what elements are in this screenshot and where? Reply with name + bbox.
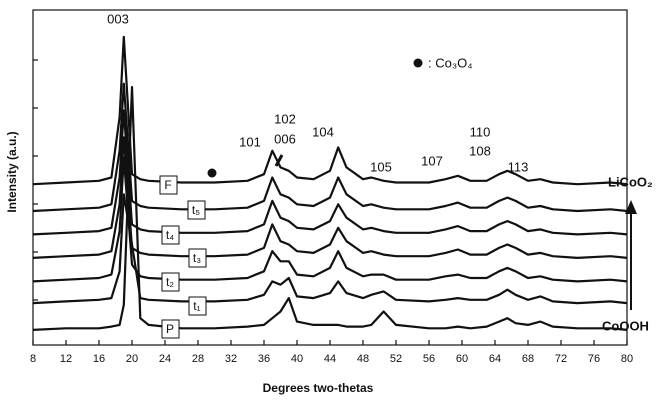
x-tick-label: 8: [30, 353, 36, 365]
series-line: [32, 109, 628, 236]
bottom-label: CoOOH: [602, 318, 649, 333]
x-tick-label: 28: [192, 353, 204, 365]
series-line: [32, 86, 628, 331]
x-tick-label: 76: [588, 353, 600, 365]
series-label: F: [164, 178, 171, 192]
series-line: [32, 193, 628, 305]
peak-label: 113: [508, 159, 529, 174]
series-line: [32, 136, 628, 259]
x-tick-label: 48: [357, 353, 369, 365]
x-axis-title: Degrees two-thetas: [263, 381, 374, 395]
peak-label: 110: [470, 124, 491, 139]
x-tick-label: 12: [60, 353, 72, 365]
peak-label: 104: [312, 124, 334, 139]
series-label-box: [187, 200, 206, 220]
series-label-box: [161, 272, 180, 292]
series-label: t₅: [192, 203, 200, 217]
y-axis-title: Intensity (a.u.): [5, 131, 19, 212]
series-label: t₄: [166, 228, 174, 242]
x-tick-label: 56: [423, 353, 435, 365]
x-tick-label: 52: [390, 353, 402, 365]
impurity-dot: [207, 168, 217, 178]
series-label-box: [188, 248, 207, 268]
legend-label: : Co₃O₄: [428, 55, 473, 70]
series-label-box: [161, 319, 180, 339]
series-label-box: [188, 296, 207, 316]
x-tick-label: 68: [522, 353, 534, 365]
x-tick-label: 40: [291, 353, 303, 365]
series-label: t₃: [193, 251, 201, 265]
y-ticks: [33, 59, 38, 301]
peak-label: 108: [469, 143, 491, 158]
x-tick-label: 60: [456, 353, 468, 365]
x-tick-label: 32: [225, 353, 237, 365]
peak-label: 101: [239, 134, 261, 149]
top-label: LiCoO₂: [608, 174, 653, 189]
series-label-box: [159, 175, 178, 195]
arrow-head: [625, 200, 637, 214]
series-label: t₂: [166, 275, 174, 289]
x-tick-label: 80: [621, 353, 633, 365]
x-tick-label: 36: [258, 353, 270, 365]
series-label: t₁: [193, 299, 200, 313]
series-label: P: [166, 322, 174, 336]
peak-label: 006: [274, 131, 296, 146]
x-tick-label: 24: [159, 353, 171, 365]
peak-label: 102: [274, 111, 296, 126]
peak-label: 105: [370, 159, 392, 174]
legend-dot: [413, 58, 423, 68]
peak-label: 003: [107, 11, 129, 26]
x-tick-label: 20: [126, 353, 138, 365]
series-line: [32, 82, 628, 213]
x-tick-label: 72: [555, 353, 567, 365]
peak-label: 107: [421, 153, 443, 168]
x-tick-label: 44: [324, 353, 336, 365]
x-tick-label: 64: [489, 353, 501, 365]
series-label-box: [161, 225, 180, 245]
x-tick-label: 16: [93, 353, 105, 365]
peak-marker: [274, 154, 284, 167]
